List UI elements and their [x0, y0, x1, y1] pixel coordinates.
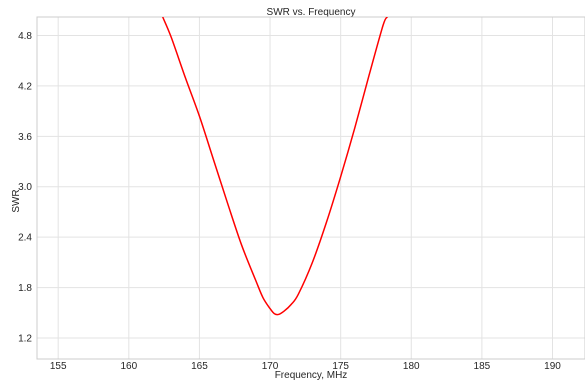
y-tick-label: 1.2 [18, 333, 32, 344]
x-tick-label: 185 [474, 361, 491, 372]
series-line-0 [162, 17, 388, 316]
x-tick-label: 155 [50, 361, 67, 372]
x-tick-label: 180 [403, 361, 420, 372]
tick-labels: 155 160 165 170 175 180 185 190 1.2 1.8 2.4 3.0 3.6 4… [18, 31, 561, 372]
y-tick-label: 4.2 [18, 81, 32, 92]
grid [37, 17, 585, 359]
x-tick-label: 160 [120, 361, 137, 372]
x-tick-label: 170 [262, 361, 279, 372]
x-axis-label: Frequency, MHz [275, 370, 348, 381]
plot-area [36, 16, 585, 360]
y-tick-label: 1.8 [18, 283, 32, 294]
y-tick-label: 3.6 [18, 132, 32, 143]
series-layer [162, 17, 388, 316]
x-tick-label: 165 [191, 361, 208, 372]
y-tick-label: 3.0 [18, 182, 32, 193]
chart-title: SWR vs. Frequency [267, 7, 356, 18]
y-axis-label: SWR [11, 189, 22, 212]
x-tick-label: 190 [544, 361, 561, 372]
y-tick-label: 2.4 [18, 233, 32, 244]
y-tick-label: 4.8 [18, 31, 32, 42]
x-tick-label: 175 [332, 361, 349, 372]
